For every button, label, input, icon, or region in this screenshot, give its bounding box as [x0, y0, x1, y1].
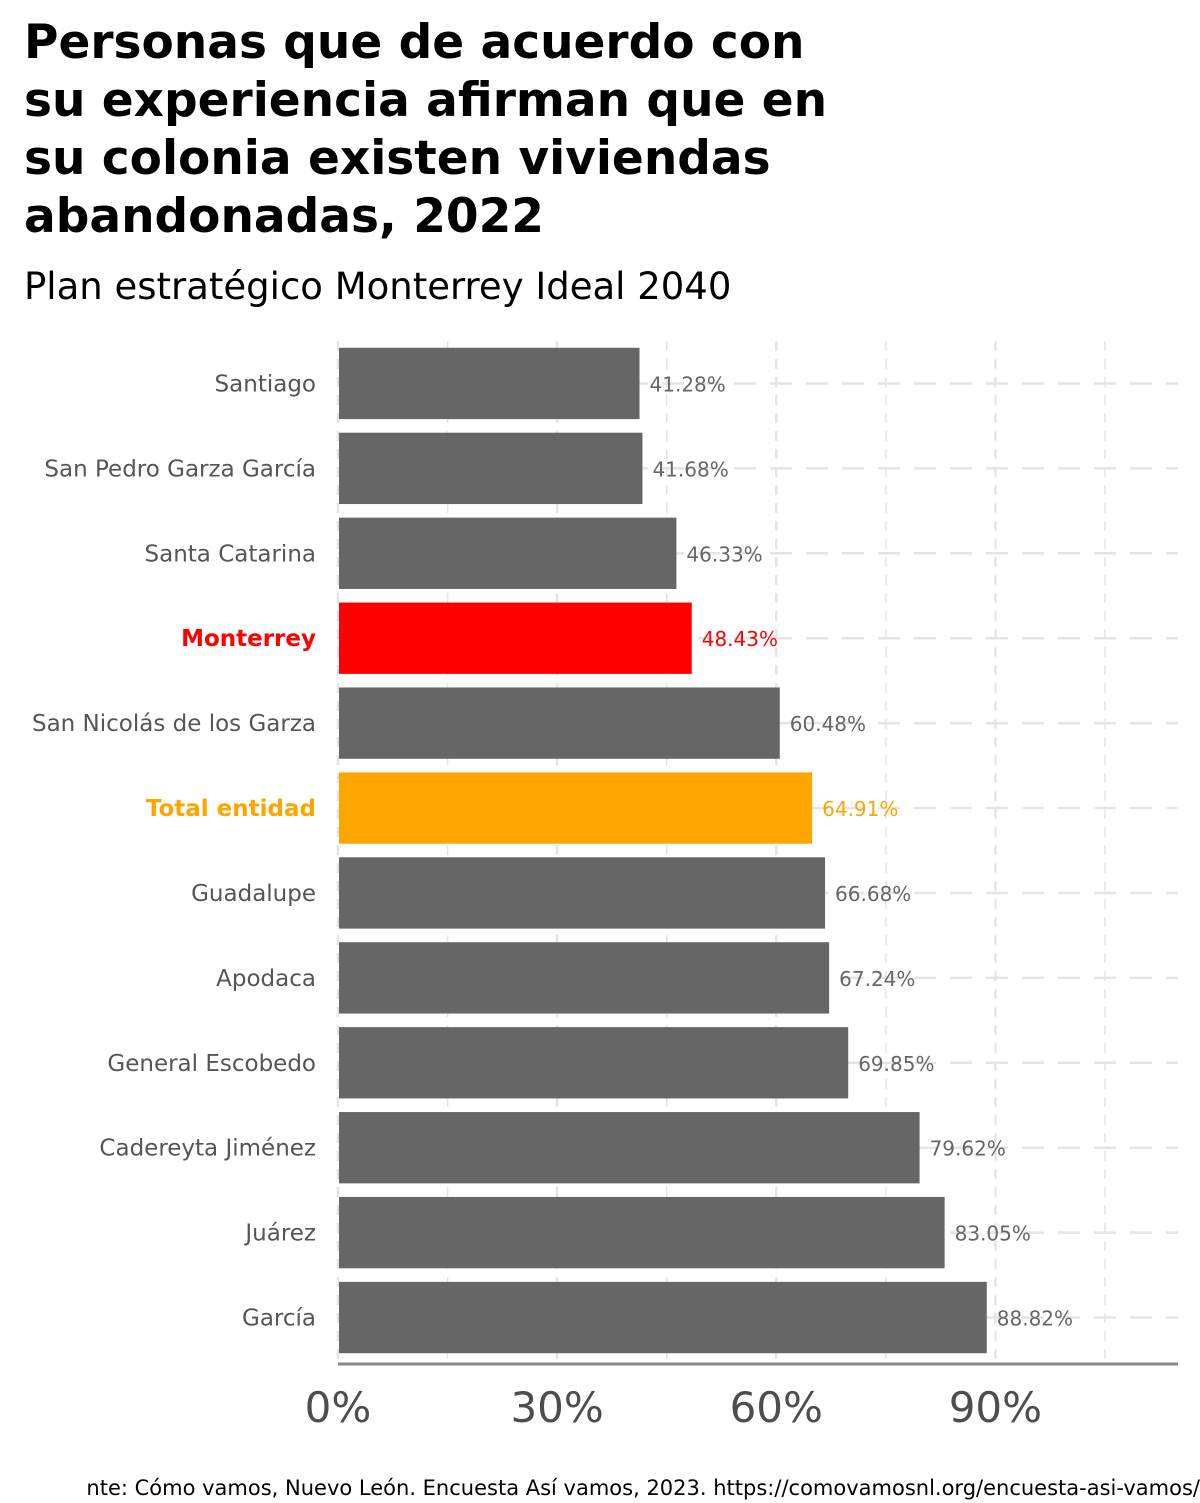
value-label: 48.43%: [702, 627, 778, 651]
value-label: 79.62%: [930, 1137, 1006, 1161]
value-label: 67.24%: [839, 967, 915, 991]
x-tick-label: 0%: [305, 1383, 372, 1432]
chart-subtitle: Plan estratégico Monterrey Ideal 2040: [24, 265, 732, 308]
category-label: San Nicolás de los Garza: [32, 711, 316, 737]
bars: [339, 347, 987, 1354]
bar: [339, 1196, 945, 1269]
category-label: San Pedro Garza García: [44, 456, 316, 482]
category-label: Total entidad: [146, 796, 316, 822]
bar: [339, 1027, 849, 1099]
category-label: Guadalupe: [191, 881, 316, 907]
source-caption: nte: Cómo vamos, Nuevo León. Encuesta As…: [0, 1473, 1200, 1503]
value-label: 64.91%: [822, 797, 898, 821]
value-label: 46.33%: [686, 542, 762, 566]
value-label: 69.85%: [858, 1052, 934, 1076]
bar-chart: 41.28% 41.68% 46.33% 48.43% 60.48% 64.91% 66.6…: [32, 341, 1178, 1432]
category-label: General Escobedo: [107, 1051, 316, 1077]
chart-title: Personas que de acuerdo con su experienc…: [24, 15, 828, 244]
category-label: García: [242, 1306, 316, 1332]
category-label: Santiago: [215, 371, 316, 397]
source-caption-text: nte: Cómo vamos, Nuevo León. Encuesta As…: [86, 1476, 1200, 1500]
x-tick-label: 60%: [730, 1383, 823, 1432]
x-tick-label: 30%: [510, 1383, 603, 1432]
bar: [339, 687, 780, 759]
category-label: Santa Catarina: [145, 541, 316, 567]
bar: [339, 857, 826, 929]
category-label: Cadereyta Jiménez: [99, 1136, 316, 1162]
value-label: 88.82%: [997, 1307, 1073, 1331]
bar: [339, 942, 830, 1014]
x-tick-label: 90%: [949, 1383, 1042, 1432]
category-label: Juárez: [243, 1221, 316, 1247]
bar: [339, 517, 677, 589]
value-label: 41.28%: [650, 372, 726, 396]
category-label: Monterrey: [181, 626, 316, 652]
grid-lines: [336, 341, 1178, 1360]
x-axis-ticks: 0% 30% 60% 90%: [305, 1383, 1042, 1432]
value-label: 66.68%: [835, 882, 911, 906]
value-label: 60.48%: [790, 712, 866, 736]
value-label: 83.05%: [955, 1222, 1031, 1246]
bar: [339, 432, 643, 505]
bar: [339, 347, 640, 420]
bar: [339, 602, 692, 674]
bar: [339, 772, 813, 844]
bar: [339, 1112, 920, 1184]
category-label: Apodaca: [216, 966, 316, 992]
value-labels: 41.28% 41.68% 46.33% 48.43% 60.48% 64.91% 66.6…: [650, 372, 1074, 1330]
category-labels: Santiago San Pedro Garza García Santa Cata…: [32, 371, 316, 1331]
bar: [339, 1281, 987, 1354]
value-label: 41.68%: [652, 457, 728, 481]
